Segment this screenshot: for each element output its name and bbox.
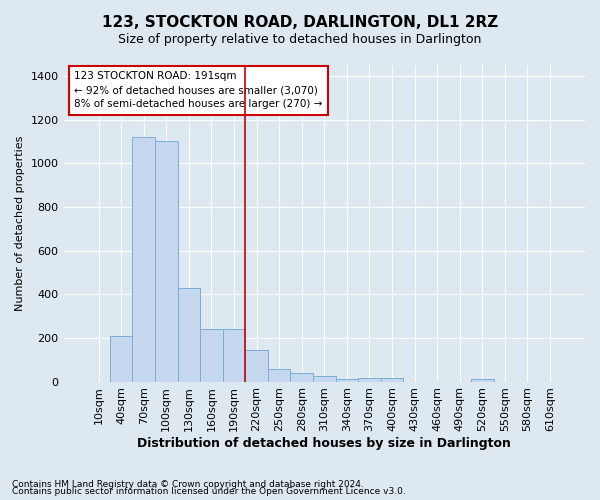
Bar xyxy=(178,288,200,382)
Bar xyxy=(200,329,223,382)
Text: Size of property relative to detached houses in Darlington: Size of property relative to detached ho… xyxy=(118,32,482,46)
Text: 123 STOCKTON ROAD: 191sqm
← 92% of detached houses are smaller (3,070)
8% of sem: 123 STOCKTON ROAD: 191sqm ← 92% of detac… xyxy=(74,72,322,110)
Bar xyxy=(110,336,133,382)
Bar xyxy=(313,376,335,382)
Y-axis label: Number of detached properties: Number of detached properties xyxy=(15,136,25,311)
Text: Contains HM Land Registry data © Crown copyright and database right 2024.: Contains HM Land Registry data © Crown c… xyxy=(12,480,364,489)
X-axis label: Distribution of detached houses by size in Darlington: Distribution of detached houses by size … xyxy=(137,437,511,450)
Text: Contains public sector information licensed under the Open Government Licence v3: Contains public sector information licen… xyxy=(12,487,406,496)
Bar xyxy=(290,373,313,382)
Bar xyxy=(358,378,381,382)
Bar xyxy=(133,137,155,382)
Text: 123, STOCKTON ROAD, DARLINGTON, DL1 2RZ: 123, STOCKTON ROAD, DARLINGTON, DL1 2RZ xyxy=(102,15,498,30)
Bar xyxy=(268,369,290,382)
Bar xyxy=(155,142,178,382)
Bar xyxy=(223,329,245,382)
Bar xyxy=(471,378,494,382)
Bar xyxy=(381,378,403,382)
Bar xyxy=(335,378,358,382)
Bar xyxy=(245,350,268,382)
